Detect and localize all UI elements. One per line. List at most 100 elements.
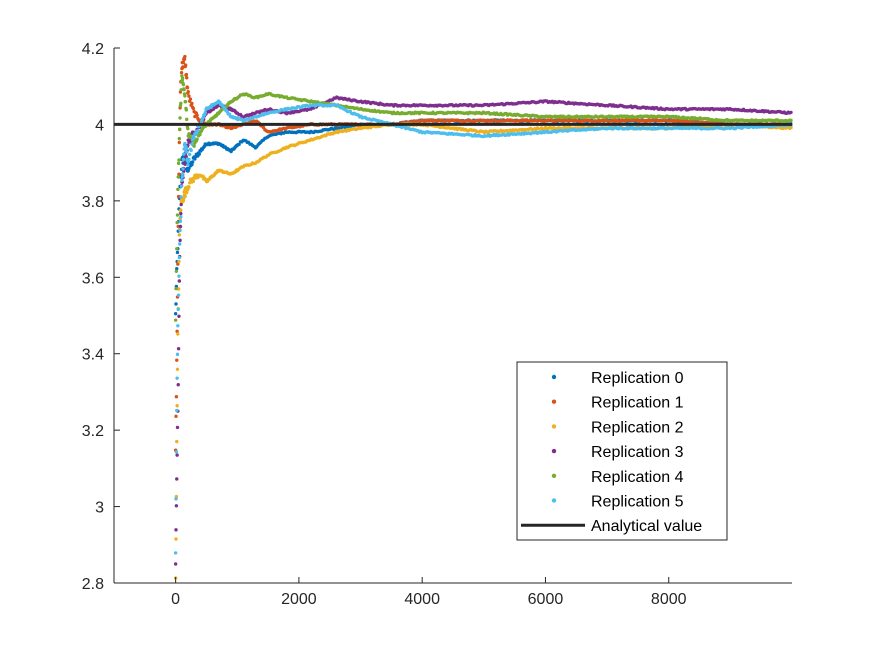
point-replication-4 <box>174 286 178 291</box>
legend-label: Replication 5 <box>591 494 684 511</box>
point-replication-4 <box>175 220 179 225</box>
point-replication-1 <box>177 140 182 145</box>
point-replication-4 <box>179 88 183 92</box>
point-replication-5 <box>180 172 185 176</box>
legend-label: Replication 4 <box>591 469 684 486</box>
legend-item: Replication 2 <box>551 419 684 436</box>
y-tick-label: 3.2 <box>82 423 104 440</box>
point-replication-5 <box>176 324 180 328</box>
series-replication-4 <box>173 74 793 322</box>
x-tick-label: 0 <box>171 591 180 608</box>
legend-item: Replication 3 <box>551 444 684 461</box>
point-replication-2 <box>179 208 183 212</box>
point-replication-5 <box>178 228 182 233</box>
point-replication-4 <box>176 187 180 192</box>
point-replication-4 <box>173 318 178 322</box>
point-replication-5 <box>184 147 189 151</box>
point-replication-1 <box>183 63 188 67</box>
point-replication-2 <box>175 404 179 408</box>
point-replication-1 <box>187 94 191 98</box>
point-replication-1 <box>176 262 180 266</box>
legend-marker <box>551 374 557 380</box>
point-replication-2 <box>177 259 181 264</box>
point-replication-2 <box>177 233 182 237</box>
point-replication-0 <box>190 160 195 164</box>
point-replication-5 <box>181 167 185 171</box>
legend-label: Replication 1 <box>591 395 684 412</box>
point-replication-2 <box>176 287 181 291</box>
point-replication-1 <box>185 76 189 80</box>
point-replication-2 <box>175 439 179 444</box>
point-replication-5 <box>175 352 180 357</box>
point-replication-5 <box>178 242 182 246</box>
y-tick-label: 2.8 <box>82 576 104 593</box>
point-replication-2 <box>183 194 187 198</box>
point-replication-1 <box>184 72 189 77</box>
y-tick-label: 3.6 <box>82 270 104 287</box>
legend-marker <box>551 473 557 478</box>
y-tick-label: 3 <box>95 500 104 517</box>
x-tick-label: 6000 <box>528 591 564 608</box>
point-replication-0 <box>173 312 178 316</box>
y-tick-label: 3.4 <box>82 347 104 364</box>
point-replication-4 <box>177 136 182 141</box>
point-replication-3 <box>176 383 180 387</box>
point-replication-1 <box>195 113 199 118</box>
legend-item: Analytical value <box>521 518 702 535</box>
point-replication-5 <box>176 293 181 297</box>
point-replication-4 <box>176 175 180 179</box>
legend-marker <box>551 424 557 429</box>
point-replication-4 <box>183 94 187 98</box>
point-replication-5 <box>180 175 184 179</box>
y-tick-label: 4.2 <box>82 41 104 58</box>
point-replication-2 <box>176 332 180 336</box>
point-replication-3 <box>789 110 793 115</box>
point-replication-1 <box>176 194 181 199</box>
point-replication-4 <box>198 132 202 137</box>
point-replication-5 <box>189 148 193 153</box>
point-replication-5 <box>177 255 182 260</box>
point-replication-1 <box>177 172 181 176</box>
axes-layer <box>113 48 792 584</box>
point-replication-3 <box>177 314 181 318</box>
point-replication-3 <box>175 425 180 430</box>
point-replication-2 <box>191 179 196 184</box>
point-replication-5 <box>192 136 196 140</box>
point-replication-3 <box>183 162 187 166</box>
point-replication-3 <box>179 202 183 207</box>
legend-label: Analytical value <box>591 518 702 535</box>
point-replication-5 <box>173 551 178 555</box>
point-replication-5 <box>179 195 183 199</box>
point-replication-5 <box>176 307 180 312</box>
point-replication-4 <box>175 247 179 251</box>
point-replication-0 <box>175 267 179 271</box>
x-tick-label: 4000 <box>404 591 440 608</box>
point-replication-1 <box>190 101 194 106</box>
point-replication-1 <box>175 358 179 362</box>
series-replication-3 <box>173 95 793 566</box>
point-replication-1 <box>188 97 193 101</box>
point-replication-5 <box>177 274 181 278</box>
y-tick-label: 4 <box>95 117 104 134</box>
point-replication-5 <box>179 215 183 219</box>
point-replication-4 <box>179 101 183 106</box>
legend-label: Replication 3 <box>591 444 684 461</box>
point-replication-4 <box>183 99 188 104</box>
point-replication-3 <box>173 562 178 566</box>
point-replication-3 <box>174 504 179 508</box>
point-replication-5 <box>178 219 183 223</box>
point-replication-4 <box>192 144 196 148</box>
point-replication-5 <box>181 157 186 162</box>
point-replication-5 <box>190 142 194 146</box>
point-replication-1 <box>191 106 196 111</box>
point-replication-1 <box>175 329 179 334</box>
point-replication-5 <box>180 178 184 183</box>
point-replication-2 <box>175 367 180 372</box>
x-tick-label: 8000 <box>651 591 687 608</box>
point-replication-5 <box>174 497 178 501</box>
legend-item: Replication 5 <box>551 494 684 511</box>
point-replication-5 <box>174 450 179 454</box>
point-replication-3 <box>178 238 182 243</box>
point-replication-4 <box>181 82 186 87</box>
